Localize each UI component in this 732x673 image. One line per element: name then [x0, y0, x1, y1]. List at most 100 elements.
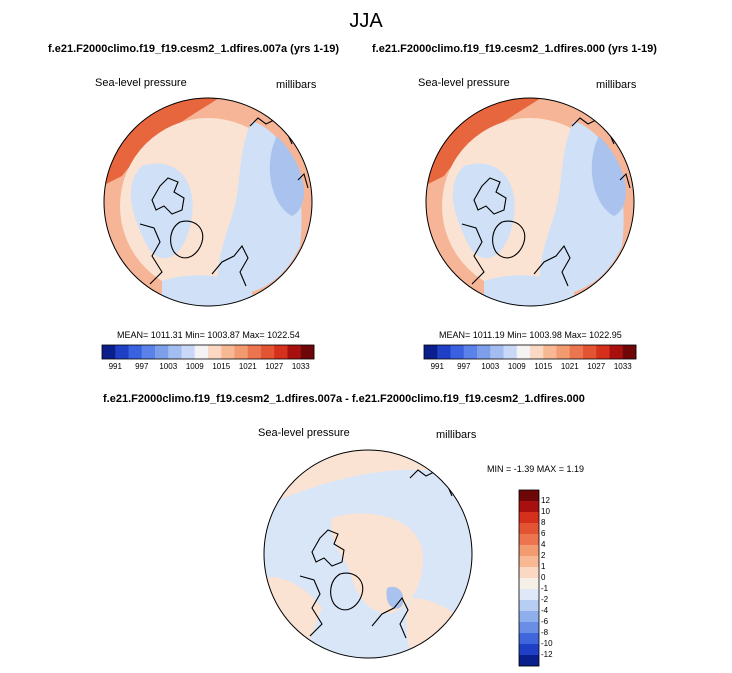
difference-title: f.e21.F2000climo.f19_f19.cesm2_1.dfires.… — [103, 393, 585, 405]
colorbar-box — [519, 600, 539, 612]
colorbar-tick-label: -8 — [541, 628, 549, 637]
colorbar-tick-label: 991 — [430, 362, 444, 371]
panel2-colorbar — [423, 344, 637, 360]
coastline-arctic-islands — [311, 529, 345, 567]
coastline-arctic-islands — [473, 177, 507, 215]
colorbar-box — [519, 655, 539, 667]
panel1-variable-label: Sea-level pressure — [95, 77, 187, 89]
colorbar-tick-label: -12 — [541, 650, 553, 659]
colorbar-box — [519, 589, 539, 601]
colorbar-box — [424, 345, 438, 359]
colorbar-box — [115, 345, 129, 359]
colorbar-box — [194, 345, 209, 359]
colorbar-box — [503, 345, 518, 359]
colorbar-frame — [518, 489, 540, 667]
colorbar-box — [287, 345, 302, 359]
colorbar-tick-label: 1003 — [159, 362, 178, 371]
field-positive-center — [331, 513, 423, 614]
panel2-case-title: f.e21.F2000climo.f19_f19.cesm2_1.dfires.… — [372, 43, 657, 55]
coastline-greenland — [330, 572, 364, 611]
colorbar-tick-label: 0 — [541, 573, 546, 582]
colorbar-box — [519, 523, 539, 535]
figure-title: JJA — [349, 10, 383, 32]
panel3-stats: MIN = -1.39 MAX = 1.19 — [487, 464, 585, 474]
colorbar-box — [519, 556, 539, 568]
colorbar-tick-label: 10 — [541, 507, 550, 516]
colorbar-tick-label: 1033 — [291, 362, 310, 371]
colorbar-tick-label: -1 — [541, 584, 549, 593]
colorbar-box — [208, 345, 222, 359]
colorbar-box — [519, 567, 539, 579]
panel2-colorbar-ticks: 991 997 1003 1009 1015 1021 1027 1033 — [424, 362, 636, 374]
map-boundary — [425, 97, 635, 307]
map-field — [104, 98, 312, 306]
colorbar-tick-label: 1003 — [481, 362, 500, 371]
colorbar-box — [437, 345, 451, 359]
colorbar-tick-label: -4 — [541, 606, 549, 615]
colorbar-box — [519, 534, 539, 546]
coastline-scandinavia — [533, 244, 571, 287]
coastline-scandinavia — [211, 244, 249, 287]
colorbar-tick-label: 4 — [541, 540, 546, 549]
panel1-case-title: f.e21.F2000climo.f19_f19.cesm2_1.dfires.… — [48, 43, 340, 55]
map-field — [426, 98, 634, 306]
colorbar-tick-label: 8 — [541, 518, 546, 527]
colorbar-box — [622, 345, 637, 359]
colorbar-box — [519, 644, 539, 656]
panel3-variable-label: Sea-level pressure — [258, 427, 350, 439]
colorbar-tick-label: 6 — [541, 529, 546, 538]
colorbar-box — [141, 345, 156, 359]
colorbar-box — [102, 345, 116, 359]
coastline-scandinavia — [371, 596, 409, 639]
colorbar-box — [155, 345, 169, 359]
coastline-arctic-islands — [151, 177, 185, 215]
field-negative-core — [386, 586, 404, 609]
coastline-canada — [461, 223, 485, 285]
colorbar-tick-label: 997 — [457, 362, 471, 371]
colorbar-box — [519, 490, 539, 502]
colorbar-tick-label: 1027 — [265, 362, 284, 371]
colorbar-frame — [423, 344, 637, 360]
coastline-greenland — [492, 220, 526, 259]
panel2-polar-map — [425, 97, 635, 307]
colorbar-box — [516, 345, 531, 359]
colorbar-box — [247, 345, 262, 359]
colorbar-tick-label: -6 — [541, 617, 549, 626]
colorbar-box — [596, 345, 610, 359]
field-low-canada — [452, 163, 515, 259]
colorbar-box — [519, 501, 539, 513]
difference-colorbar-ticks: 12 10 8 6 4 2 1 0 -1 -2 -4 -6 -8 -10 -12 — [541, 490, 571, 666]
colorbar-box — [181, 345, 196, 359]
panel2-stats: MEAN= 1011.19 Min= 1003.98 Max= 1022.95 — [439, 330, 622, 340]
colorbar-tick-label: 1015 — [534, 362, 553, 371]
field-low-atlantic — [484, 275, 574, 306]
colorbar-box — [519, 545, 539, 557]
colorbar-tick-label: 1009 — [185, 362, 204, 371]
map-boundary — [263, 449, 473, 659]
colorbar-tick-label: 1009 — [507, 362, 526, 371]
colorbar-box — [168, 345, 182, 359]
colorbar-frame — [101, 344, 315, 360]
colorbar-box — [556, 345, 571, 359]
colorbar-box — [519, 611, 539, 623]
field-lowest-siberia — [269, 136, 304, 216]
colorbar-box — [450, 345, 465, 359]
colorbar-box — [519, 633, 539, 645]
difference-polar-map — [263, 449, 473, 659]
colorbar-tick-label: 1 — [541, 562, 546, 571]
coastline-canada — [139, 223, 163, 285]
panel1-units-label: millibars — [276, 79, 317, 91]
colorbar-box — [519, 578, 539, 590]
colorbar-box — [543, 345, 557, 359]
colorbar-box — [609, 345, 624, 359]
coastline-kamchatka — [297, 172, 309, 189]
colorbar-box — [300, 345, 315, 359]
colorbar-box — [530, 345, 544, 359]
coastline-greenland — [170, 220, 204, 259]
panel1-stats: MEAN= 1011.31 Min= 1003.87 Max= 1022.54 — [117, 330, 300, 340]
colorbar-tick-label: -10 — [541, 639, 553, 648]
colorbar-tick-label: 2 — [541, 551, 546, 560]
colorbar-tick-label: 997 — [135, 362, 149, 371]
colorbar-box — [490, 345, 504, 359]
colorbar-box — [274, 345, 288, 359]
